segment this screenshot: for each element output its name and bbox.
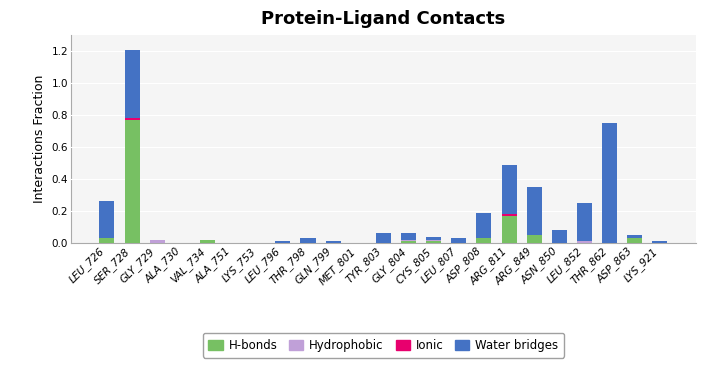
Bar: [501, 216, 517, 243]
Bar: [150, 240, 165, 243]
Bar: [577, 241, 592, 243]
Bar: [426, 241, 441, 243]
Bar: [501, 214, 517, 216]
Bar: [124, 120, 140, 243]
Bar: [326, 241, 341, 243]
Bar: [527, 235, 542, 243]
Y-axis label: Interactions Fraction: Interactions Fraction: [33, 75, 46, 203]
Bar: [627, 235, 643, 238]
Bar: [552, 230, 567, 243]
Bar: [577, 203, 592, 241]
Bar: [124, 50, 140, 118]
Bar: [200, 240, 215, 243]
Bar: [527, 187, 542, 235]
Bar: [401, 241, 416, 243]
Bar: [652, 241, 667, 243]
Bar: [124, 118, 140, 120]
Title: Protein-Ligand Contacts: Protein-Ligand Contacts: [261, 10, 506, 28]
Bar: [426, 237, 441, 240]
Bar: [627, 238, 643, 243]
Bar: [275, 241, 290, 243]
Bar: [452, 238, 466, 243]
Bar: [99, 238, 114, 243]
Bar: [401, 240, 416, 241]
Bar: [99, 201, 114, 238]
Bar: [300, 238, 315, 243]
Bar: [476, 213, 491, 238]
Bar: [501, 165, 517, 214]
Bar: [602, 123, 617, 243]
Bar: [476, 238, 491, 243]
Bar: [401, 234, 416, 240]
Bar: [376, 234, 391, 243]
Bar: [426, 240, 441, 241]
Legend: H-bonds, Hydrophobic, Ionic, Water bridges: H-bonds, Hydrophobic, Ionic, Water bridg…: [202, 333, 564, 358]
